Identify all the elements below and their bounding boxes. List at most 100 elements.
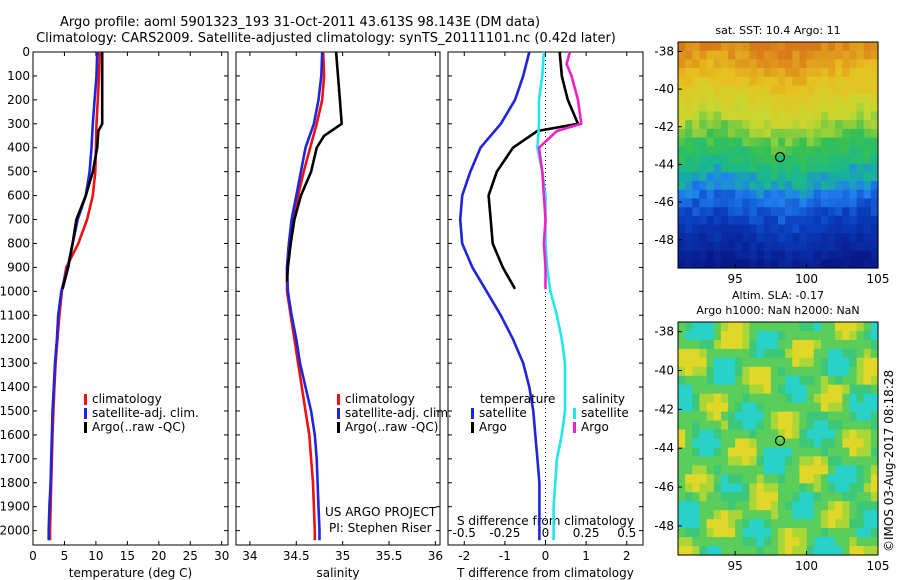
map-cell [742,366,750,377]
map-cell [763,224,772,234]
map-cell [678,250,686,260]
map-cell [778,474,786,484]
map-cell [792,120,800,130]
map-cell [856,224,865,234]
map-cell [870,366,879,377]
map-cell [863,259,872,269]
map-cell [699,474,708,484]
map-cell [828,181,836,191]
map-y-tick-label: -40 [654,364,674,378]
map-cell [756,393,765,404]
map-cell [820,233,829,243]
map-cell [835,59,843,69]
map-cell [820,94,829,104]
map-cell [742,393,750,404]
map-cell [849,102,858,113]
map-cell [706,207,715,217]
map-cell [842,456,850,466]
map-cell [699,393,708,404]
map-cell [678,111,686,121]
map-cell [792,198,800,208]
map-cell [678,102,686,113]
map-cell [749,348,758,359]
map-cell [699,233,708,243]
map-cell [870,120,879,130]
map-cell [778,241,786,252]
map-cell [842,233,850,243]
map-cell [806,348,815,359]
map-cell [742,483,750,493]
map-cell [870,137,879,147]
map-cell [870,492,879,502]
map-cell [742,233,750,243]
y-tick-label: 1200 [0,332,30,346]
map-cell [835,447,843,458]
map-cell [763,189,772,200]
series-line-sal-argo [537,51,583,289]
map-cell [770,68,779,78]
y-tick-label: 1100 [0,308,30,322]
map-cell [713,85,722,95]
map-cell [742,181,750,191]
map-cell [799,357,808,368]
map-y-tick-label: -42 [654,402,674,416]
map-cell [778,215,786,226]
map-cell [863,546,872,556]
map-cell [763,85,772,95]
map-cell [870,322,879,332]
map-cell [849,59,858,69]
map-cell [713,519,722,529]
map-x-tick-label: 95 [728,272,743,286]
map-cell [749,339,758,350]
map-cell [828,146,836,156]
map-cell [799,241,808,252]
map-cell [728,510,736,520]
map-cell [735,241,743,252]
map-cell [813,224,822,234]
map-cell [863,339,872,350]
map-cell [749,492,758,502]
map-cell [728,339,736,350]
map-cell [706,456,715,466]
map-cell [806,59,815,69]
map-cell [735,146,743,156]
map-cell [842,357,850,368]
map-cell [699,76,708,87]
map-cell [820,465,829,475]
map-cell [799,50,808,60]
map-cell [735,322,743,332]
map-cell [678,393,686,404]
map-cell [835,120,843,130]
map-cell [685,120,693,130]
map-cell [678,366,686,377]
map-cell [849,501,858,511]
map-cell [735,224,743,234]
map-cell [842,259,850,269]
map-cell [870,146,879,156]
map-cell [792,94,800,104]
map-cell [778,366,786,377]
legend-swatch [573,422,576,433]
map-cell [685,111,693,121]
map-cell [728,384,736,395]
map-cell [756,348,765,359]
map-y-tick-label: -44 [654,157,674,171]
map-cell [820,224,829,234]
map-cell [778,348,786,359]
map-cell [699,429,708,440]
map-cell [742,429,750,440]
map-cell [778,250,786,260]
map-cell [770,146,779,156]
map-cell [713,215,722,226]
map-cell [735,510,743,520]
map-cell [778,465,786,475]
map-cell [720,50,729,60]
map-cell [813,528,822,538]
map-cell [835,322,843,332]
map-cell [706,76,715,87]
map-cell [856,357,865,368]
map-cell [792,322,800,332]
map-cell [799,384,808,395]
map-cell [678,519,686,529]
map-cell [685,241,693,252]
